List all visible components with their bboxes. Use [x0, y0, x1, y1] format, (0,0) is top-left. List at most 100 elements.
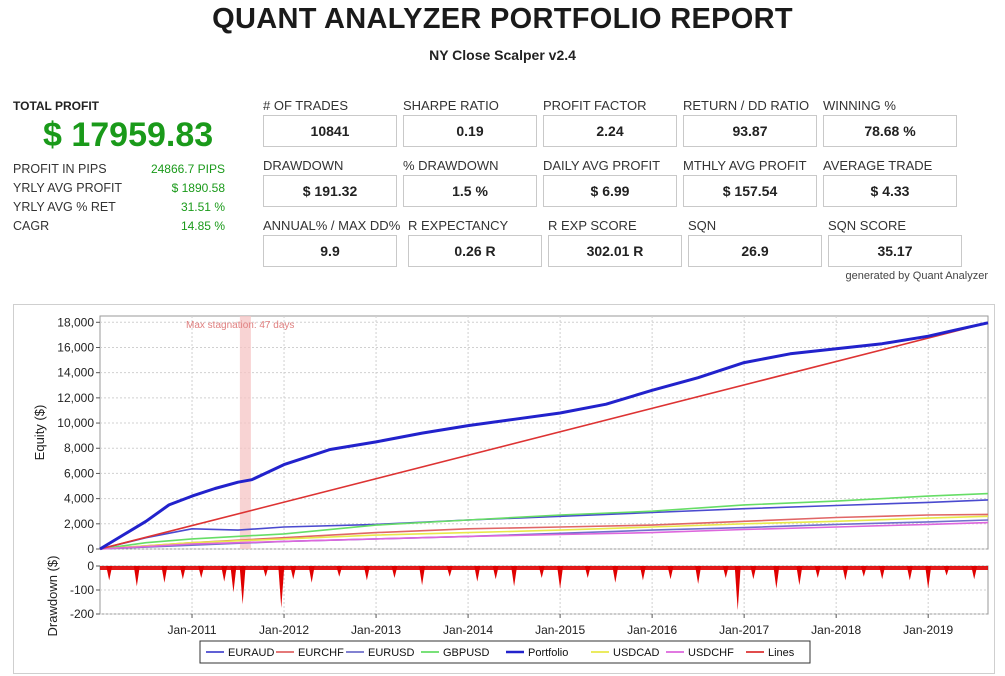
drawdown-spike	[133, 566, 140, 587]
summary-row-value: 14.85 %	[180, 219, 225, 233]
series-line-usdchf	[99, 521, 989, 550]
metric-label: % DRAWDOWN	[403, 158, 499, 173]
metric-label: R EXP SCORE	[548, 218, 637, 233]
drawdown-spike	[796, 566, 803, 586]
metric-value: 1.5 %	[403, 175, 537, 207]
legend-label-gbpusd: GBPUSD	[443, 647, 490, 659]
legend-label-euraud: EURAUD	[228, 647, 275, 659]
metric-value: 0.19	[403, 115, 537, 147]
drawdown-spike	[230, 566, 237, 593]
total-profit-value: $ 17959.83	[43, 116, 214, 154]
drawdown-spike	[734, 566, 741, 611]
drawdown-spike	[278, 566, 285, 608]
series-line-usdcad	[99, 515, 989, 550]
summary-row-value: $ 1890.58	[171, 181, 225, 195]
drawdown-spike	[557, 566, 564, 589]
metric-value: 0.26 R	[408, 235, 542, 267]
stagnation-band	[239, 316, 251, 549]
metric-r-expectancy: R EXPECTANCY 0.26 R	[408, 218, 542, 267]
drawdown-spike	[511, 566, 518, 587]
metric-drawdown: DRAWDOWN $ 191.32	[263, 158, 397, 207]
equity-ytick-label: 6,000	[64, 466, 94, 480]
series-line-portfolio	[99, 321, 989, 551]
report-title: QUANT ANALYZER PORTFOLIO REPORT	[212, 3, 793, 35]
metric-value: 10841	[263, 115, 397, 147]
metric-return-dd: RETURN / DD RATIO 93.87	[683, 98, 817, 147]
metric-sqn: SQN 26.9	[688, 218, 822, 267]
metric-value: $ 6.99	[543, 175, 677, 207]
drawdown-spike	[161, 566, 168, 583]
equity-ytick-label: 2,000	[64, 517, 94, 531]
legend-label-lines: Lines	[768, 647, 795, 659]
metric-trades: # OF TRADES 10841	[263, 98, 397, 147]
legend-label-usdchf: USDCHF	[688, 647, 734, 659]
metric-value: $ 157.54	[683, 175, 817, 207]
equity-ytick-label: 12,000	[57, 391, 94, 405]
xtick-label: Jan-2014	[443, 623, 493, 637]
metric-annual-maxdd: ANNUAL% / MAX DD% 9.9	[263, 218, 400, 267]
metric-label: R EXPECTANCY	[408, 218, 509, 233]
metric-r-exp-score: R EXP SCORE 302.01 R	[548, 218, 682, 267]
metric-value: $ 4.33	[823, 175, 957, 207]
metric-value: $ 191.32	[263, 175, 397, 207]
legend-box	[199, 640, 811, 664]
legend-label-eurusd: EURUSD	[368, 647, 415, 659]
drawdown-spike	[612, 566, 619, 583]
summary-row-yrly-profit: YRLY AVG PROFIT $ 1890.58	[13, 181, 225, 199]
metric-value: 2.24	[543, 115, 677, 147]
drawdown-spike	[925, 566, 932, 589]
metric-value: 93.87	[683, 115, 817, 147]
metric-winning: WINNING % 78.68 %	[823, 98, 957, 147]
equity-axis-label: Equity ($)	[32, 405, 47, 461]
drawdown-axis-label: Drawdown ($)	[45, 556, 60, 637]
equity-ytick-label: 18,000	[57, 315, 94, 329]
metric-value: 302.01 R	[548, 235, 682, 267]
metric-label: DRAWDOWN	[263, 158, 344, 173]
metric-monthly-avg: MTHLY AVG PROFIT $ 157.54	[683, 158, 817, 207]
drawdown-spike	[308, 566, 315, 583]
metric-sharpe: SHARPE RATIO 0.19	[403, 98, 537, 147]
equity-plot-area	[99, 315, 989, 550]
summary-row-label: CAGR	[13, 219, 50, 233]
legend-label-usdcad: USDCAD	[613, 647, 660, 659]
xtick-label: Jan-2012	[259, 623, 309, 637]
equity-ytick-label: 8,000	[64, 441, 94, 455]
metric-label: WINNING %	[823, 98, 896, 113]
equity-ytick-label: 16,000	[57, 340, 94, 354]
legend-label-eurchf: EURCHF	[298, 647, 344, 659]
summary-row-cagr: CAGR 14.85 %	[13, 219, 225, 237]
xtick-label: Jan-2016	[627, 623, 677, 637]
summary-row-value: 24866.7 PIPS	[150, 162, 225, 176]
drawdown-ytick-label: -100	[70, 583, 94, 597]
metric-value: 26.9	[688, 235, 822, 267]
series-line-gbpusd	[99, 492, 989, 550]
xtick-label: Jan-2013	[351, 623, 401, 637]
drawdown-spike	[773, 566, 780, 589]
metric-value: 35.17	[828, 235, 962, 267]
xtick-label: Jan-2011	[167, 623, 216, 637]
drawdown-ytick-label: -200	[70, 607, 94, 621]
metric-label: SQN SCORE	[828, 218, 907, 233]
xtick-label: Jan-2017	[719, 623, 769, 637]
summary-row-yrly-ret: YRLY AVG % RET 31.51 %	[13, 200, 225, 218]
metric-avg-trade: AVERAGE TRADE $ 4.33	[823, 158, 957, 207]
legend-label-portfolio: Portfolio	[528, 647, 568, 659]
metric-value: 78.68 %	[823, 115, 957, 147]
summary-row-pips: PROFIT IN PIPS 24866.7 PIPS	[13, 162, 225, 180]
drawdown-spike	[239, 566, 246, 605]
equity-ytick-label: 10,000	[57, 416, 94, 430]
metric-label: PROFIT FACTOR	[543, 98, 647, 113]
xtick-label: Jan-2015	[535, 623, 585, 637]
drawdown-baseline-fill	[100, 566, 988, 570]
summary-row-label: PROFIT IN PIPS	[13, 162, 107, 176]
metric-pct-drawdown: % DRAWDOWN 1.5 %	[403, 158, 537, 207]
drawdown-spike	[695, 566, 702, 584]
summary-row-label: YRLY AVG PROFIT	[13, 181, 123, 195]
summary-row-label: YRLY AVG % RET	[13, 200, 116, 214]
drawdown-ytick-label: 0	[87, 559, 94, 573]
series-line-lines	[99, 322, 989, 550]
generated-by-note: generated by Quant Analyzer	[845, 270, 988, 282]
strategy-name: NY Close Scalper v2.4	[429, 47, 576, 63]
equity-ytick-label: 4,000	[64, 492, 94, 506]
